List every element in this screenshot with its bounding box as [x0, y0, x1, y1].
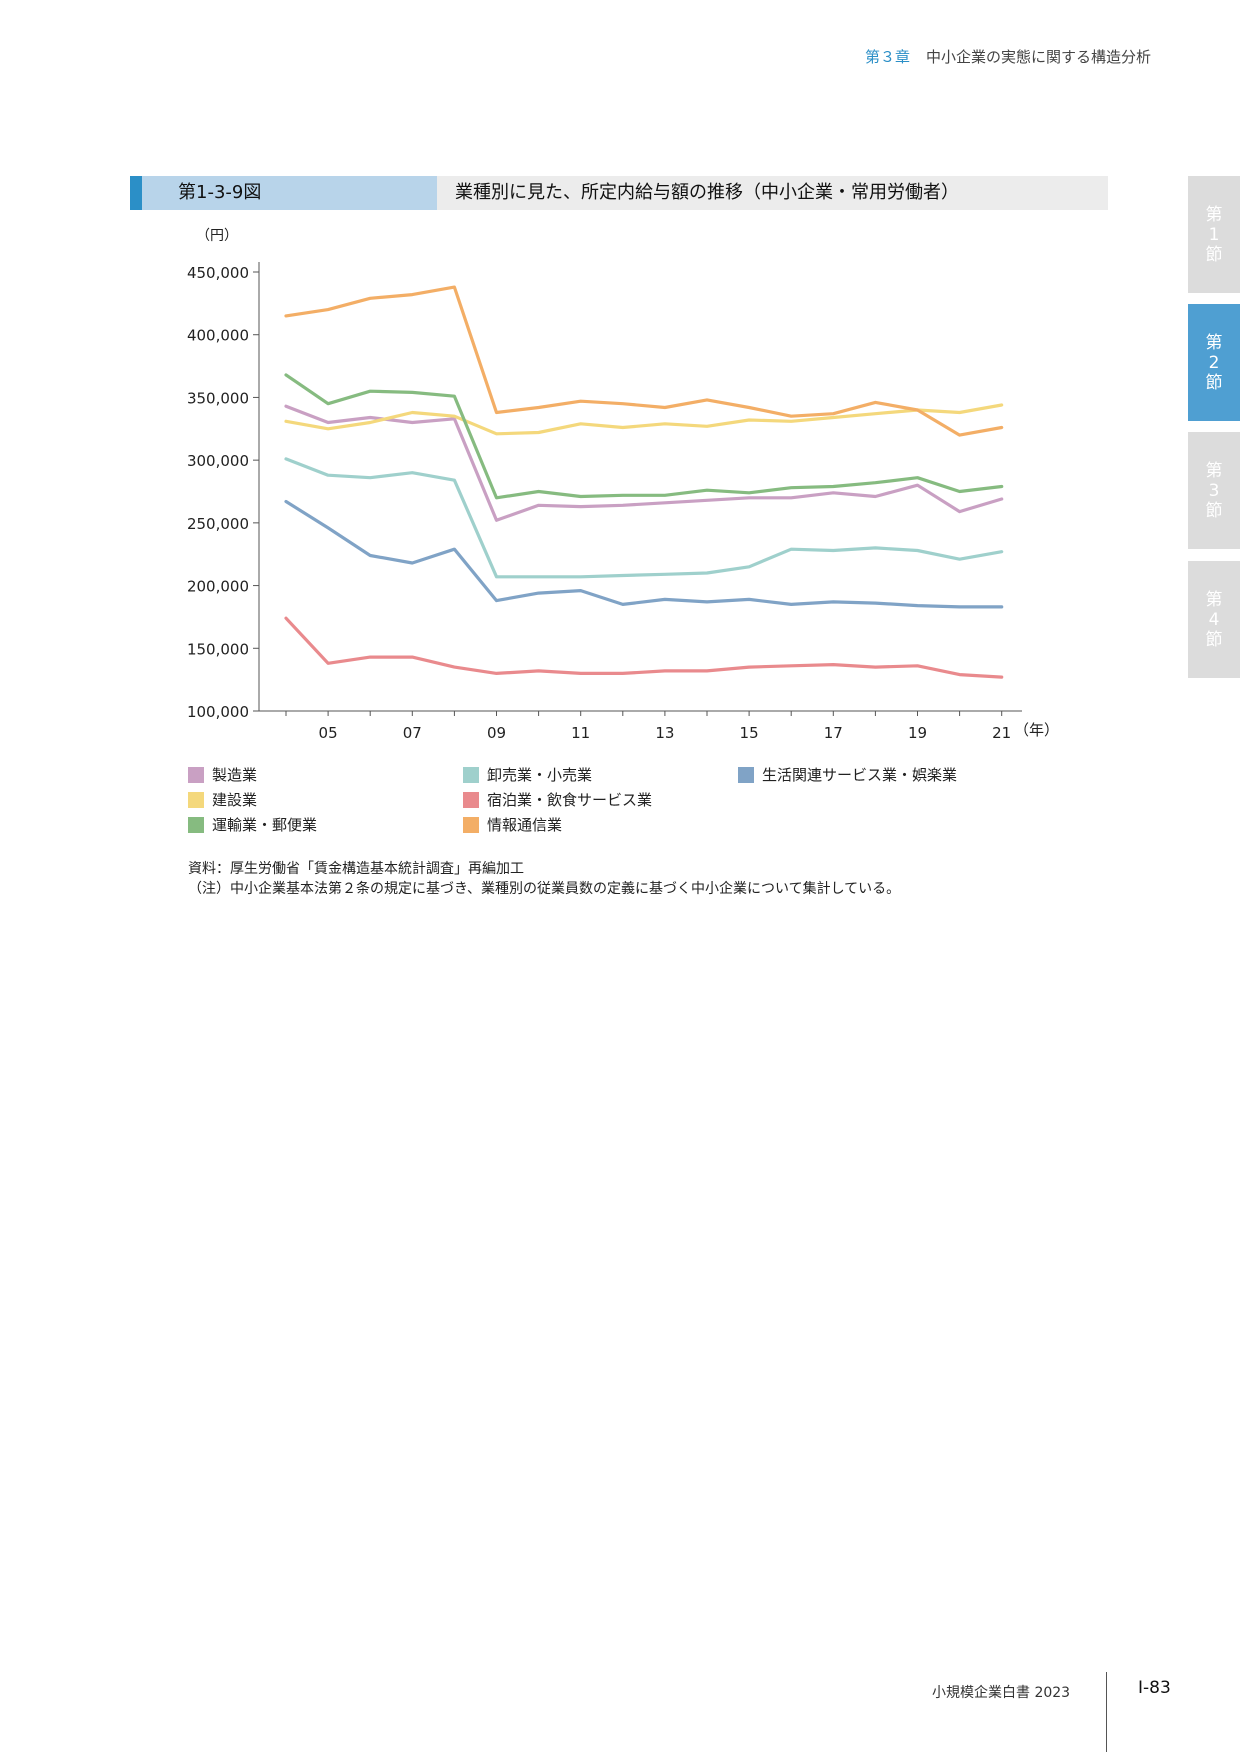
legend-item: 宿泊業・飲食サービス業	[463, 790, 652, 810]
legend-label: 製造業	[212, 766, 258, 784]
legend-item: 製造業	[188, 765, 257, 785]
x-tick-label: 15	[740, 724, 759, 742]
y-tick-label: 250,000	[187, 515, 249, 533]
publication-name: 小規模企業白書 2023	[932, 1685, 1071, 1701]
source-note: 資料：厚生労働省「賃金構造基本統計調査」再編加工	[188, 861, 524, 877]
series-line-2	[284, 499, 1004, 609]
legend-swatch	[188, 817, 204, 833]
y-tick-label: 350,000	[187, 389, 249, 407]
legend-swatch	[738, 767, 754, 783]
x-axis-label: （年）	[1014, 721, 1059, 739]
side-tab-section-4[interactable]: 第4節	[1188, 561, 1240, 678]
legend-item: 建設業	[188, 790, 257, 810]
figure-title: 業種別に見た、所定内給与額の推移（中小企業・常用労働者）	[455, 182, 959, 203]
footnote: （注）中小企業基本法第２条の規定に基づき、業種別の従業員数の定義に基づく中小企業…	[188, 881, 901, 897]
x-tick-label: 19	[908, 724, 927, 742]
legend-label: 情報通信業	[487, 816, 563, 834]
legend-swatch	[463, 767, 479, 783]
title-accent	[130, 176, 142, 210]
series-line-0	[284, 404, 1004, 522]
legend-label: 運輸業・郵便業	[212, 816, 318, 834]
legend-swatch	[188, 767, 204, 783]
x-tick-label: 09	[487, 724, 506, 742]
legend-item: 生活関連サービス業・娯楽業	[738, 765, 957, 785]
legend-item: 運輸業・郵便業	[188, 815, 317, 835]
page-number: I-83	[1138, 1678, 1171, 1698]
series-line-6	[284, 285, 1004, 437]
series-line-4	[284, 616, 1004, 679]
legend-item: 情報通信業	[463, 815, 562, 835]
y-tick-label: 300,000	[187, 452, 249, 470]
x-tick-label: 17	[824, 724, 843, 742]
series-line-3	[284, 403, 1004, 436]
legend-swatch	[463, 792, 479, 808]
legend-label: 宿泊業・飲食サービス業	[487, 791, 653, 809]
legend-swatch	[188, 792, 204, 808]
y-tick-label: 400,000	[187, 327, 249, 345]
side-tab-section-3[interactable]: 第3節	[1188, 432, 1240, 549]
legend-label: 建設業	[212, 791, 258, 809]
side-tab-section-1[interactable]: 第1節	[1188, 176, 1240, 293]
y-axis-label: （円）	[196, 228, 238, 244]
series-line-1	[284, 457, 1004, 579]
chapter-title: 中小企業の実態に関する構造分析	[925, 48, 1151, 66]
y-tick-label: 150,000	[187, 640, 249, 658]
y-tick-label: 200,000	[187, 578, 249, 596]
chart-axes: 100,000 150,000 200,000 250,000 300,000 350,0…	[187, 262, 1022, 742]
x-tick-label: 21	[992, 724, 1011, 742]
legend-swatch	[463, 817, 479, 833]
chapter-label: 第３章	[864, 48, 910, 66]
x-tick-label: 13	[655, 724, 674, 742]
page-header: 第３章 中小企業の実態に関する構造分析	[865, 46, 1151, 67]
x-tick-label: 07	[403, 724, 422, 742]
legend-item: 卸売業・小売業	[463, 765, 592, 785]
side-tab-section-2[interactable]: 第2節	[1188, 304, 1240, 421]
chart-series	[284, 285, 1004, 679]
y-tick-label: 100,000	[187, 703, 249, 721]
legend-label: 卸売業・小売業	[487, 766, 593, 784]
x-tick-label: 11	[571, 724, 590, 742]
figure-title-bar: 第1-3-9図 業種別に見た、所定内給与額の推移（中小企業・常用労働者）	[130, 176, 1108, 210]
footer-divider	[1106, 1672, 1107, 1752]
y-tick-label: 450,000	[187, 264, 249, 282]
x-tick-label: 05	[319, 724, 338, 742]
legend-label: 生活関連サービス業・娯楽業	[762, 766, 958, 784]
series-line-5	[284, 373, 1004, 500]
figure-number: 第1-3-9図	[142, 176, 437, 210]
line-chart: 100,000 150,000 200,000 250,000 300,000 350,0…	[187, 228, 1059, 742]
